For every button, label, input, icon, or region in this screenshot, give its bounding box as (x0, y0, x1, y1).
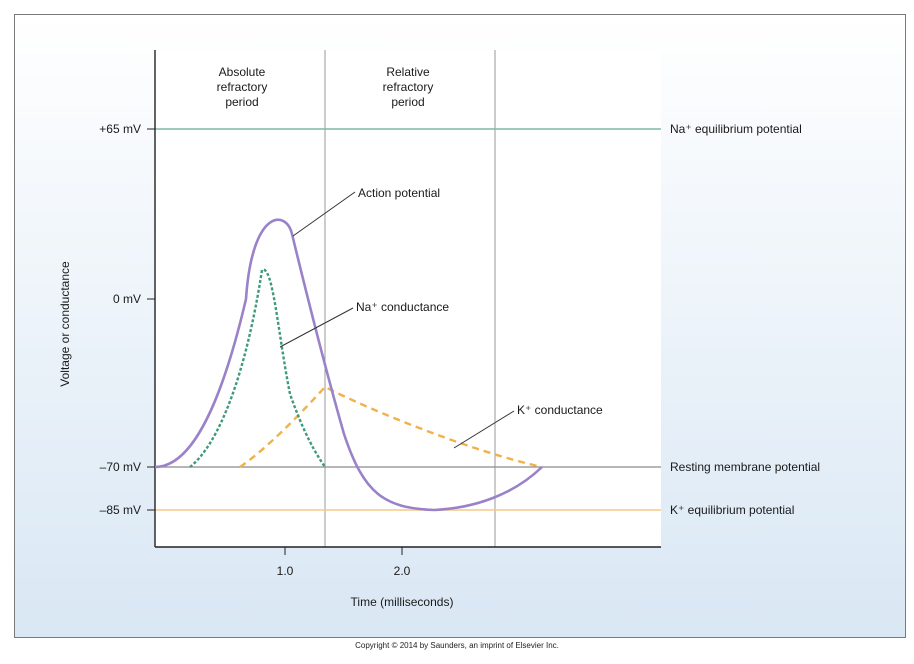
absolute-period-label-line2: refractory (217, 80, 268, 94)
y-tick-label: –70 mV (100, 460, 141, 474)
action-potential-label: Action potential (358, 186, 440, 200)
na-conductance-leader (279, 307, 354, 348)
y-tick-label: –85 mV (100, 503, 141, 517)
absolute-period-label-line1: Absolute (219, 65, 266, 79)
relative-period-label-line1: Relative (386, 65, 430, 79)
k-conductance-leader (453, 410, 515, 449)
figure-canvas: +65 mV 0 mV –70 mV –85 mV 1.0 2.0 Time (… (14, 14, 906, 638)
na-equilibrium-label: Na⁺ equilibrium potential (670, 122, 802, 136)
y-axis-title: Voltage or conductance (58, 261, 72, 387)
resting-potential-label: Resting membrane potential (670, 460, 820, 474)
copyright-notice: Copyright © 2014 by Saunders, an imprint… (355, 641, 559, 650)
absolute-period-label-line3: period (225, 95, 258, 109)
relative-period-label-line3: period (391, 95, 424, 109)
x-axis-title: Time (milliseconds) (351, 595, 454, 609)
action-potential-leader (292, 191, 356, 237)
na-conductance-label: Na⁺ conductance (356, 300, 449, 314)
y-tick-label: 0 mV (113, 292, 141, 306)
k-conductance-curve (239, 385, 543, 469)
y-tick-label: +65 mV (99, 122, 141, 136)
na-conductance-curve (189, 268, 326, 468)
plot-area (155, 50, 661, 547)
x-tick-label: 2.0 (394, 564, 411, 578)
k-equilibrium-label: K⁺ equilibrium potential (670, 503, 794, 517)
k-conductance-label: K⁺ conductance (517, 403, 603, 417)
x-tick-label: 1.0 (277, 564, 294, 578)
action-potential-figure: +65 mV 0 mV –70 mV –85 mV 1.0 2.0 Time (… (14, 14, 906, 638)
action-potential-curve (154, 218, 543, 512)
relative-period-label-line2: refractory (383, 80, 434, 94)
